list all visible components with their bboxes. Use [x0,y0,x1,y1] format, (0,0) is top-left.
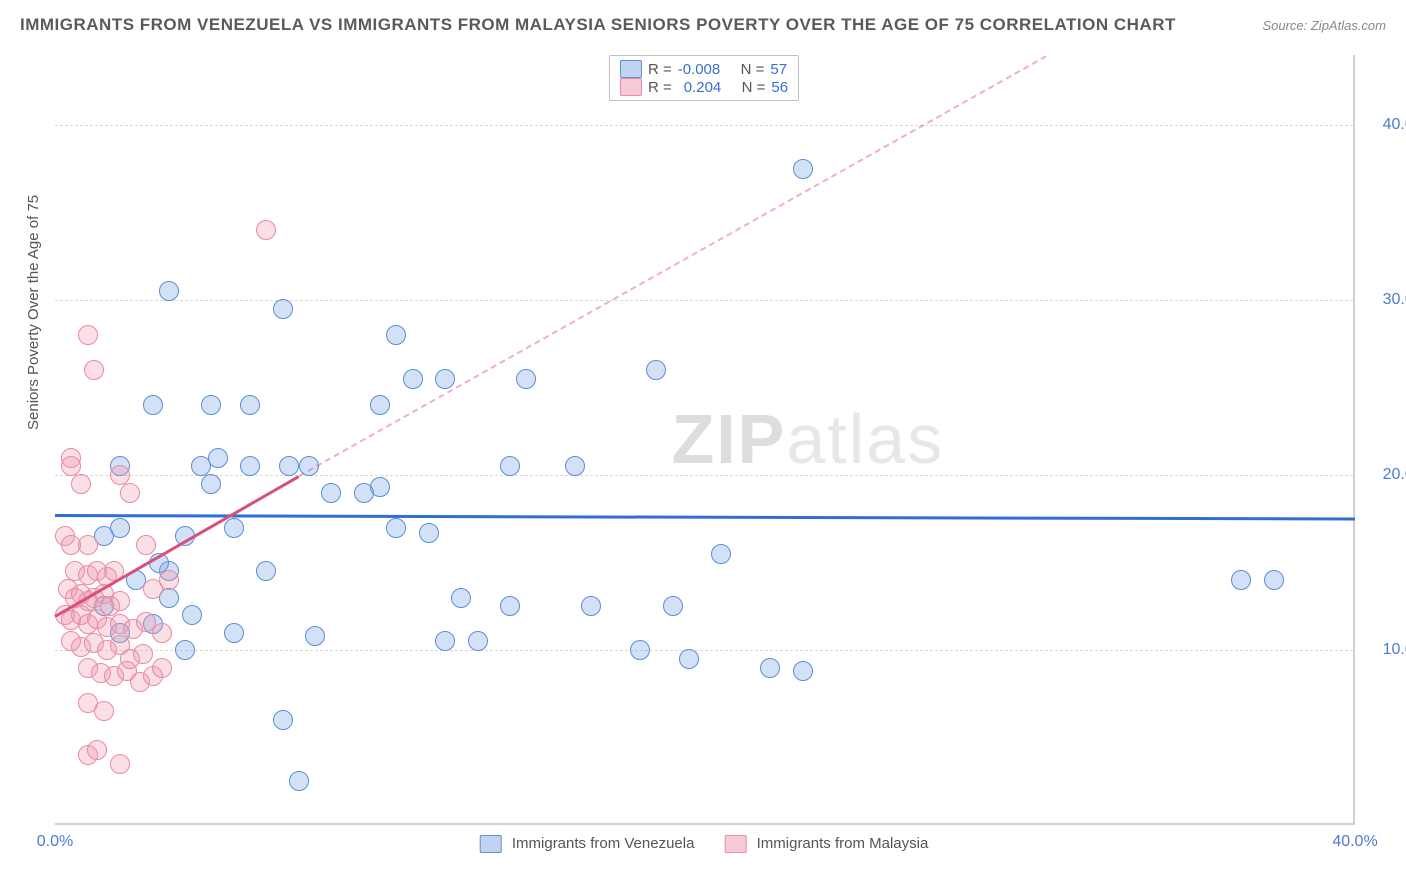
data-point [435,631,455,651]
data-point [468,631,488,651]
data-point [224,518,244,538]
swatch-malaysia-icon [620,78,642,96]
data-point [159,281,179,301]
data-point [143,579,163,599]
y-tick-label: 30.0% [1383,291,1406,309]
data-point [182,605,202,625]
x-tick-label: 40.0% [1332,833,1377,851]
data-point [451,588,471,608]
legend-item-malaysia: Immigrants from Malaysia [724,835,928,853]
data-point [663,596,683,616]
data-point [240,395,260,415]
data-point [201,474,221,494]
data-point [224,623,244,643]
data-point [273,299,293,319]
data-point [646,360,666,380]
data-point [289,771,309,791]
data-point [1264,570,1284,590]
legend-stats-row-malaysia: R = 0.204 N = 56 [620,78,788,96]
data-point [78,325,98,345]
gridline [55,300,1353,301]
gridline [55,125,1353,126]
data-point [305,626,325,646]
data-point [143,395,163,415]
data-point [94,701,114,721]
data-point [279,456,299,476]
data-point [760,658,780,678]
swatch-malaysia-icon [724,835,746,853]
watermark: ZIPatlas [671,399,944,479]
legend-stats-box: R = -0.008 N = 57 R = 0.204 N = 56 [609,55,799,101]
data-point [581,596,601,616]
data-point [152,658,172,678]
data-point [516,369,536,389]
y-tick-label: 20.0% [1383,466,1406,484]
y-tick-label: 40.0% [1383,116,1406,134]
data-point [679,649,699,669]
swatch-venezuela-icon [620,60,642,78]
data-point [793,661,813,681]
legend-series: Immigrants from Venezuela Immigrants fro… [480,835,929,853]
data-point [403,369,423,389]
data-point [87,740,107,760]
data-point [120,483,140,503]
data-point [370,477,390,497]
data-point [565,456,585,476]
data-point [321,483,341,503]
data-point [152,623,172,643]
y-axis-label: Seniors Poverty Over the Age of 75 [25,195,42,430]
data-point [240,456,260,476]
chart-title: IMMIGRANTS FROM VENEZUELA VS IMMIGRANTS … [20,15,1176,35]
data-point [1231,570,1251,590]
data-point [110,754,130,774]
x-tick-label: 0.0% [37,833,73,851]
data-point [256,220,276,240]
swatch-venezuela-icon [480,835,502,853]
source-label: Source: ZipAtlas.com [1262,18,1386,33]
data-point [370,395,390,415]
data-point [84,360,104,380]
y-tick-label: 10.0% [1383,641,1406,659]
data-point [419,523,439,543]
data-point [78,535,98,555]
data-point [386,325,406,345]
scatter-plot-area: ZIPatlas R = -0.008 N = 57 R = 0.204 N =… [55,55,1355,825]
data-point [711,544,731,564]
gridline [55,650,1353,651]
data-point [201,395,221,415]
data-point [500,596,520,616]
data-point [133,644,153,664]
trend-line [298,55,1046,477]
data-point [500,456,520,476]
trend-line [55,514,1355,521]
data-point [273,710,293,730]
data-point [256,561,276,581]
data-point [793,159,813,179]
data-point [175,640,195,660]
legend-stats-row-venezuela: R = -0.008 N = 57 [620,60,788,78]
data-point [71,474,91,494]
data-point [435,369,455,389]
legend-item-venezuela: Immigrants from Venezuela [480,835,695,853]
data-point [386,518,406,538]
data-point [136,535,156,555]
data-point [110,591,130,611]
data-point [630,640,650,660]
